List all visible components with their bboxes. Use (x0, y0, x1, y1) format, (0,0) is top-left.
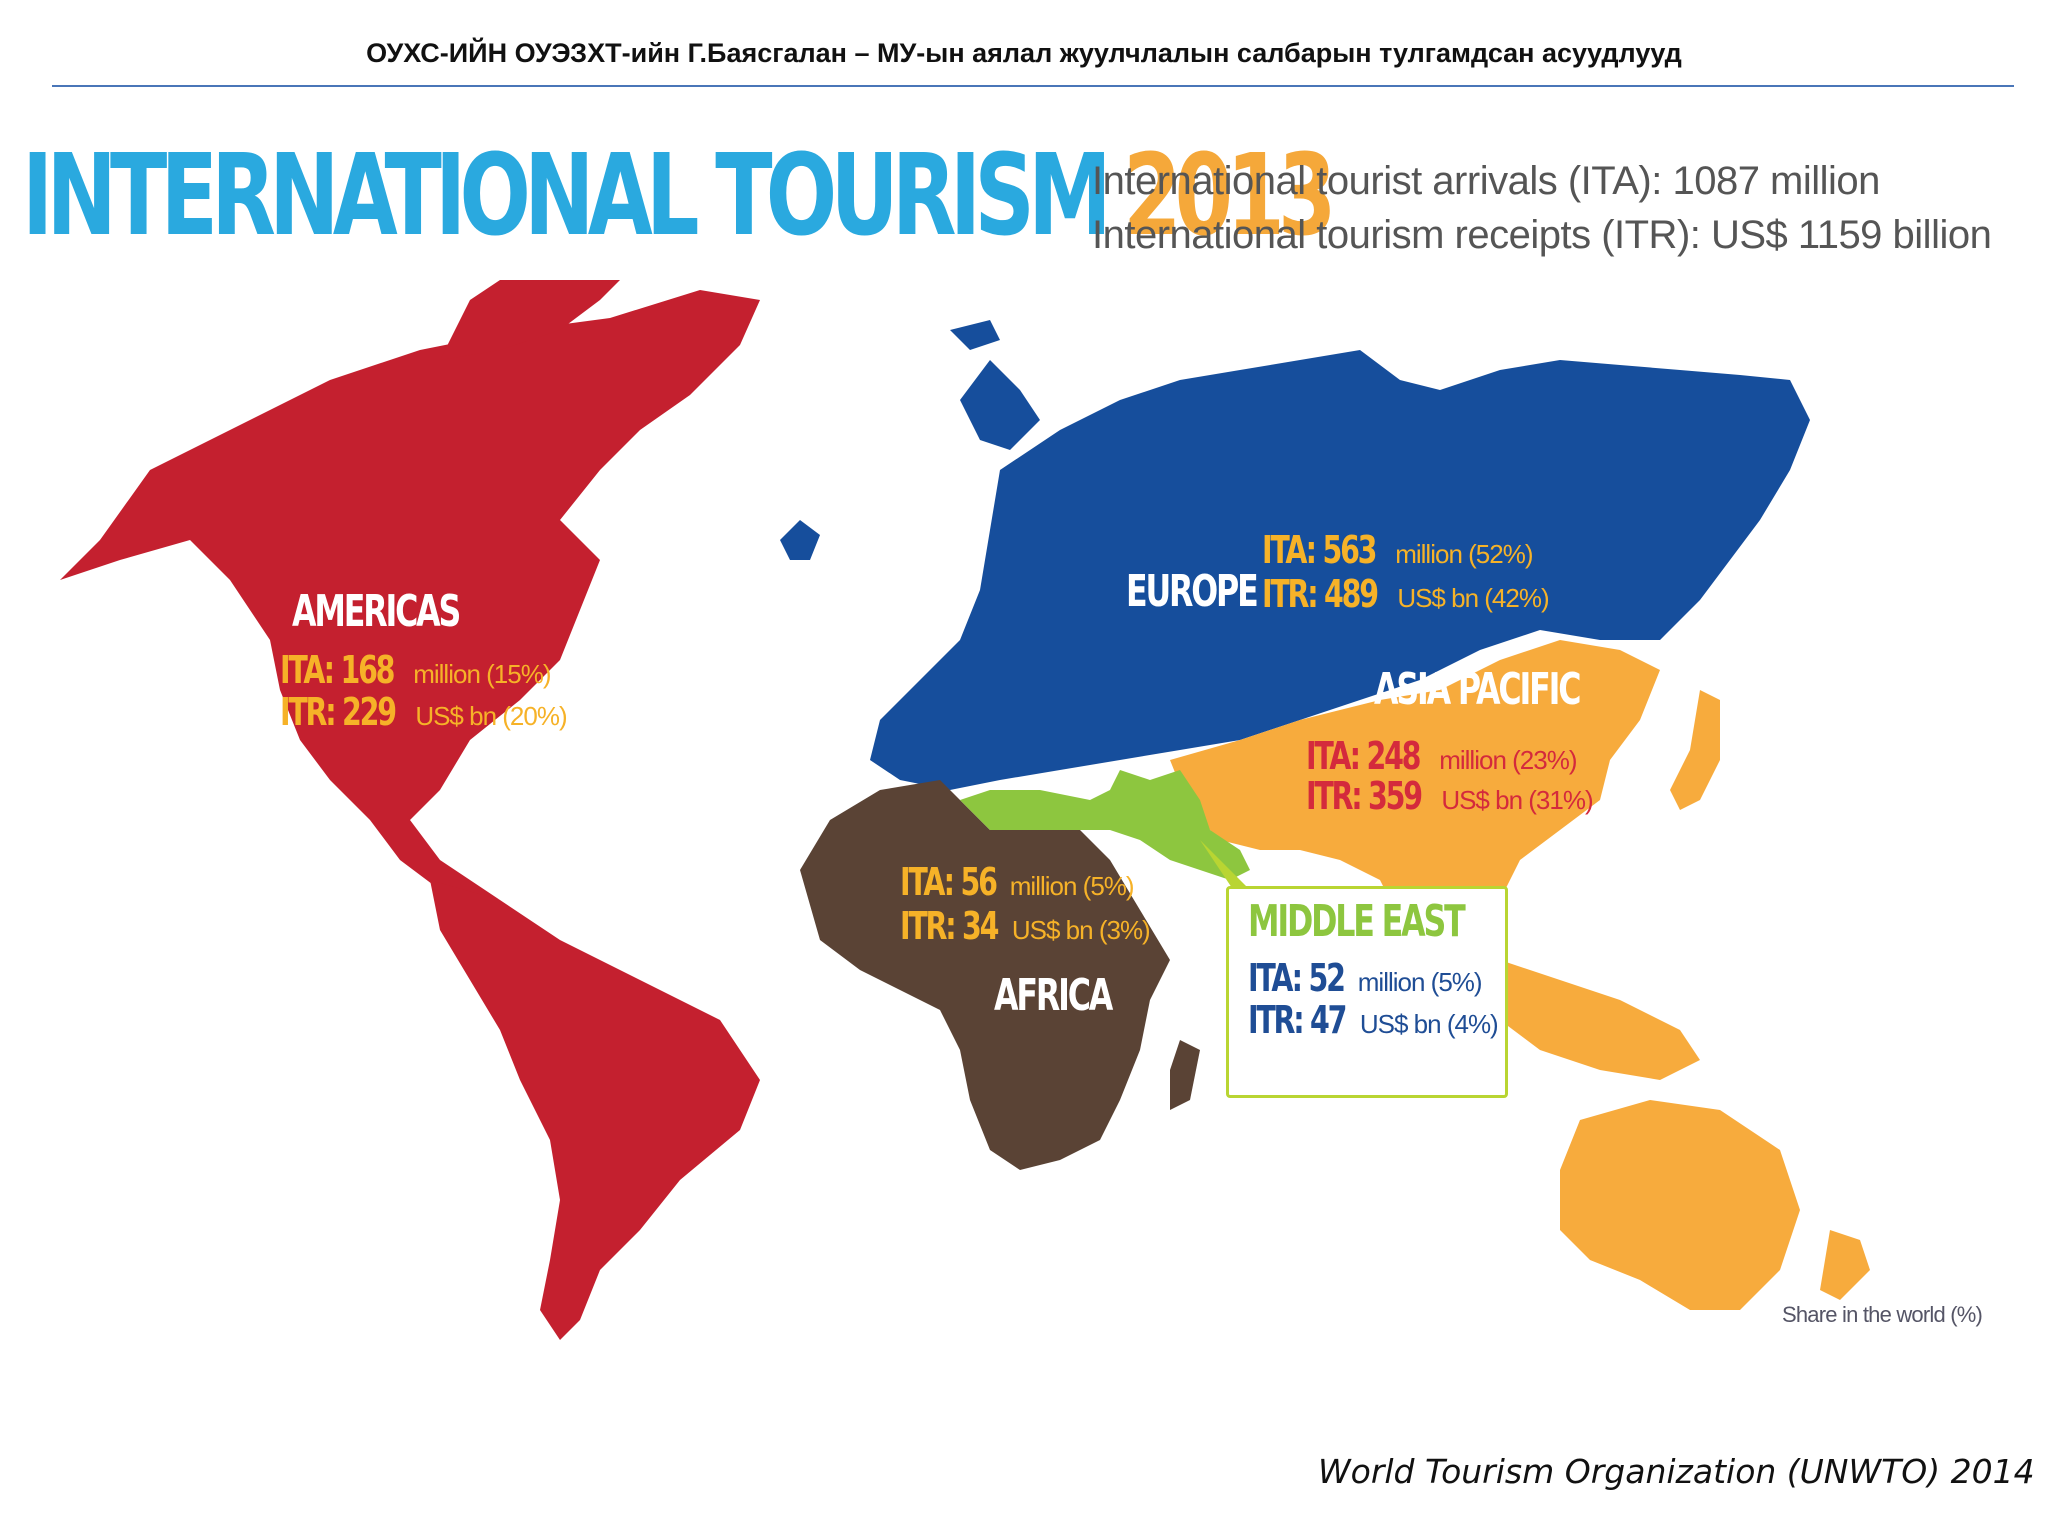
legend-note: Share in the world (%) (1782, 1302, 1983, 1327)
middle-east-ita: ITA: 52 million (5%) (1248, 956, 1483, 1000)
middle-east-itr-value: ITR: 47 (1248, 998, 1347, 1042)
asia-pacific-itr: ITR: 359 US$ bn (31%) (1306, 774, 1594, 818)
europe-itr: ITR: 489 US$ bn (42%) (1262, 572, 1550, 616)
asia-pacific-ita: ITA: 248 million (23%) (1306, 734, 1577, 778)
asia-pacific-ita-value: ITA: 248 (1306, 734, 1421, 778)
americas-ita-share: million (15%) (413, 659, 551, 689)
infographic-title: INTERNATIONAL TOURISM 2013 (22, 140, 1336, 252)
world-totals: International tourist arrivals (ITA): 10… (1092, 154, 1992, 262)
middle-east-label: MIDDLE EAST (1248, 896, 1466, 947)
asia-pacific-itr-value: ITR: 359 (1306, 774, 1423, 818)
africa-region (800, 780, 1200, 1170)
americas-ita-value: ITA: 168 (280, 648, 395, 692)
header-rule (52, 85, 2014, 87)
source-citation: World Tourism Organization (UNWTO) 2014 (1318, 1452, 2035, 1491)
americas-label: AMERICAS (292, 586, 461, 637)
africa-ita-value: ITA: 56 (900, 860, 998, 904)
title-year: 2013 (1122, 131, 1337, 261)
europe-region (780, 320, 1810, 790)
title-main: INTERNATIONAL TOURISM (22, 131, 1112, 261)
africa-ita: ITA: 56 million (5%) (900, 860, 1135, 904)
africa-itr-value: ITR: 34 (900, 904, 999, 948)
middle-east-pointer (1200, 840, 1248, 888)
world-map (60, 280, 1870, 1340)
africa-itr: ITR: 34 US$ bn (3%) (900, 904, 1151, 948)
middle-east-ita-share: million (5%) (1357, 967, 1483, 997)
slide-header: ОУХС-ИЙН ОУЭЗХТ-ийн Г.Баясгалан – МУ-ын … (366, 38, 1682, 68)
americas-region (60, 280, 760, 1340)
europe-ita-share: million (52%) (1395, 539, 1533, 569)
americas-itr: ITR: 229 US$ bn (20%) (280, 690, 568, 734)
americas-itr-share: US$ bn (20%) (415, 701, 567, 731)
asia-pacific-region (1170, 640, 1870, 1310)
middle-east-itr: ITR: 47 US$ bn (4%) (1248, 998, 1499, 1042)
total-ita: International tourist arrivals (ITA): 10… (1092, 159, 1880, 203)
africa-ita-share: million (5%) (1009, 871, 1135, 901)
americas-ita: ITA: 168 million (15%) (280, 648, 551, 692)
americas-itr-value: ITR: 229 (280, 690, 397, 734)
africa-label: AFRICA (994, 970, 1113, 1021)
middle-east-region (960, 770, 1250, 880)
total-itr: International tourism receipts (ITR): US… (1092, 213, 1992, 257)
asia-pacific-itr-share: US$ bn (31%) (1441, 785, 1593, 815)
asia-pacific-label: ASIA PACIFIC (1374, 664, 1581, 715)
europe-label: EUROPE (1126, 566, 1259, 617)
europe-ita: ITA: 563 million (52%) (1262, 528, 1533, 572)
europe-ita-value: ITA: 563 (1262, 528, 1377, 572)
asia-pacific-ita-share: million (23%) (1439, 745, 1577, 775)
middle-east-box (1226, 886, 1508, 1098)
europe-itr-value: ITR: 489 (1262, 572, 1379, 616)
africa-itr-share: US$ bn (3%) (1011, 915, 1151, 945)
middle-east-itr-share: US$ bn (4%) (1359, 1009, 1499, 1039)
europe-itr-share: US$ bn (42%) (1397, 583, 1549, 613)
middle-east-ita-value: ITA: 52 (1248, 956, 1346, 1000)
